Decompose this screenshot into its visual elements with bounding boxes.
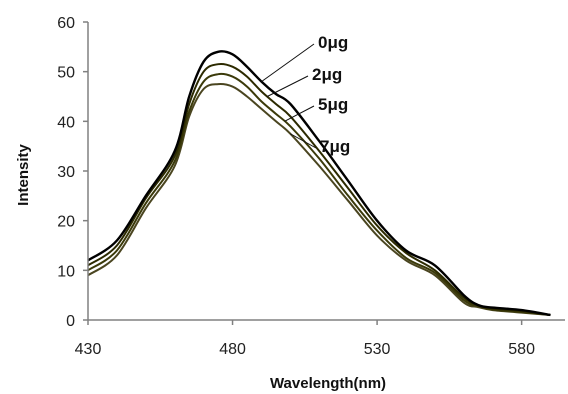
x-axis-ticks: 430 480 530 580 [75, 320, 535, 358]
annotation-label: 5μg [318, 95, 348, 114]
annotation-leader-line [261, 43, 315, 83]
y-tick-label: 30 [57, 164, 75, 181]
series-line-0ug [87, 50, 551, 317]
y-tick-label: 0 [66, 313, 75, 330]
y-tick-label: 40 [57, 114, 75, 131]
series-annotations: 0μg 2μg 5μg 7μg [261, 33, 350, 156]
y-axis-title: Intensity [15, 144, 32, 206]
annotation-leader-line [284, 105, 315, 122]
x-tick-label: 480 [219, 341, 246, 358]
annotation-label: 0μg [318, 33, 348, 52]
x-tick-label: 580 [508, 341, 535, 358]
series-line-5ug [87, 72, 551, 316]
annotation-label: 2μg [312, 65, 342, 84]
x-axis-title: Wavelength(nm) [270, 375, 386, 392]
y-axis-ticks: 0 10 20 30 40 50 60 [57, 15, 88, 330]
annotation-label: 7μg [320, 137, 350, 156]
series-lines [87, 50, 551, 317]
y-tick-label: 10 [57, 263, 75, 280]
x-tick-label: 530 [364, 341, 391, 358]
y-tick-label: 20 [57, 214, 75, 231]
annotation-leader-line [290, 133, 317, 149]
y-tick-label: 50 [57, 65, 75, 82]
x-tick-label: 430 [75, 341, 102, 358]
annotation-leader-line [267, 75, 309, 97]
series-line-7ug [87, 83, 551, 316]
y-tick-label: 60 [57, 15, 75, 32]
